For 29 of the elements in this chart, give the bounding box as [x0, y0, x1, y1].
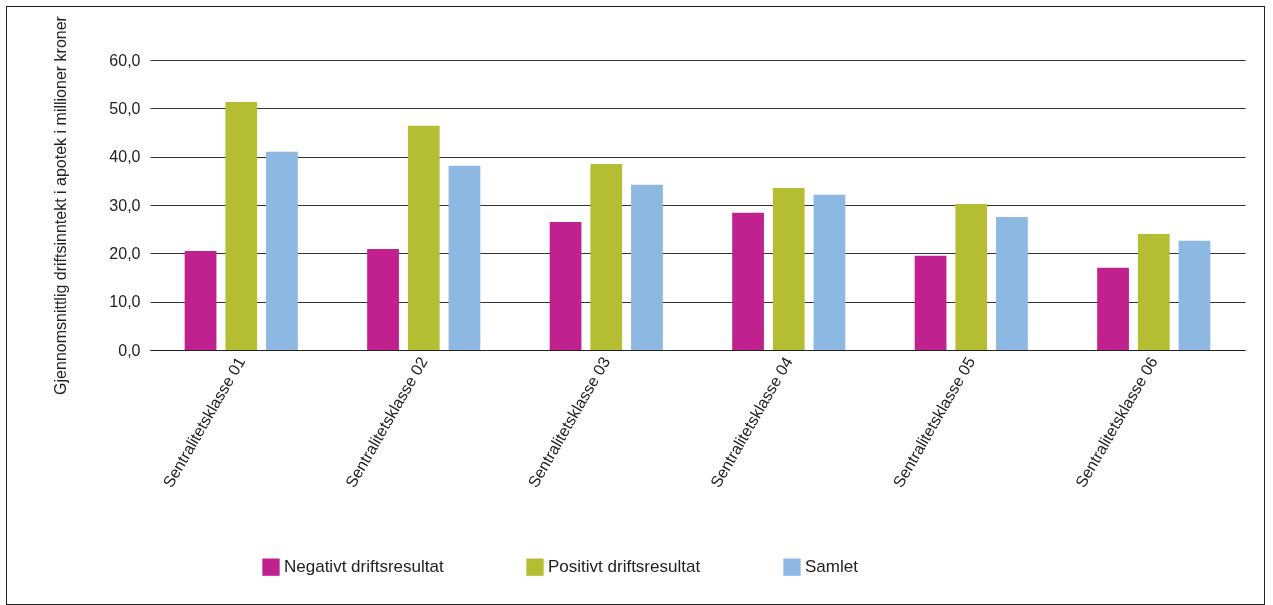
legend-label: Positivt driftsresultat — [548, 557, 701, 577]
y-tick-label: 10,0 — [109, 293, 141, 311]
legend-label: Negativt driftsresultat — [284, 557, 444, 577]
bar — [184, 250, 217, 350]
y-tick-label: 50,0 — [109, 99, 141, 117]
y-axis-title: Gjennomsnittlig driftsinntekt i apotek i millioner kroner — [52, 15, 70, 395]
bar — [549, 221, 582, 350]
y-tick-label: 30,0 — [109, 196, 141, 214]
bar — [914, 255, 947, 350]
bar — [772, 188, 805, 350]
y-tick-label: 0,0 — [118, 341, 141, 359]
bar — [225, 102, 258, 350]
bar — [996, 217, 1028, 350]
bar — [1097, 267, 1129, 350]
bar — [266, 151, 298, 350]
bar — [1178, 240, 1211, 350]
bar — [407, 125, 440, 350]
bar — [631, 184, 663, 350]
y-tick-label: 20,0 — [109, 244, 141, 262]
bar — [1137, 234, 1170, 350]
legend-label: Samlet — [805, 557, 859, 577]
bar — [367, 248, 399, 350]
bar — [732, 212, 764, 350]
bar — [448, 165, 481, 350]
bar — [955, 204, 988, 350]
bar — [590, 163, 623, 350]
y-tick-label: 40,0 — [109, 148, 141, 166]
y-tick-label: 60,0 — [109, 51, 141, 69]
bar — [813, 194, 846, 350]
